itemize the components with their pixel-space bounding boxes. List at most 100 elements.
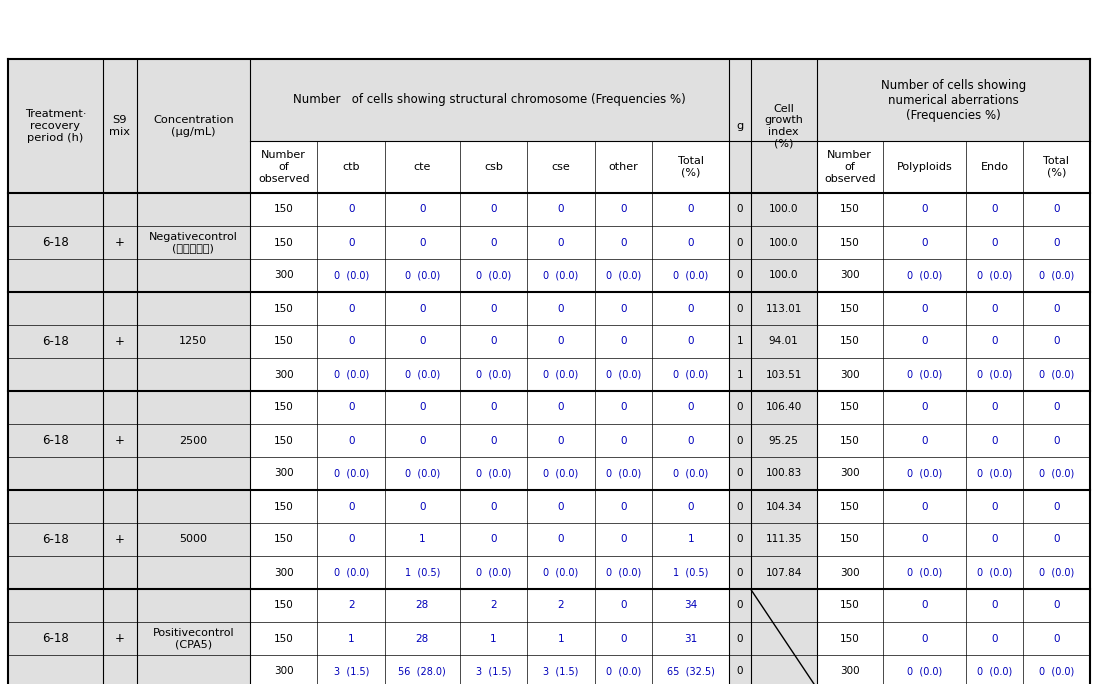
Text: 0: 0	[490, 337, 497, 347]
Text: +: +	[115, 533, 125, 546]
Bar	[250, 358, 1090, 391]
Text: g: g	[736, 121, 744, 131]
Text: 0: 0	[992, 534, 998, 544]
Text: 0: 0	[737, 666, 743, 676]
Text: 2500: 2500	[179, 436, 207, 445]
Text: 0: 0	[921, 633, 928, 644]
Text: 0: 0	[620, 237, 626, 248]
Text: 0: 0	[921, 237, 928, 248]
Text: 0: 0	[348, 237, 354, 248]
Text: 1: 1	[490, 633, 497, 644]
Text: Total
(%): Total (%)	[678, 156, 703, 178]
Text: 150: 150	[840, 501, 860, 512]
Text: csb: csb	[484, 162, 502, 172]
Text: Total
(%): Total (%)	[1043, 156, 1070, 178]
Text: other: other	[609, 162, 638, 172]
Bar	[750, 358, 816, 391]
Text: 0: 0	[557, 205, 564, 215]
Text: 0: 0	[620, 337, 626, 347]
Text: 0: 0	[557, 501, 564, 512]
Text: 28: 28	[416, 601, 429, 611]
Text: 0: 0	[737, 568, 743, 577]
Text: 3  (1.5): 3 (1.5)	[333, 666, 369, 676]
Text: 0: 0	[737, 501, 743, 512]
Text: 0: 0	[688, 237, 694, 248]
Text: 0  (0.0): 0 (0.0)	[543, 568, 578, 577]
Text: 0  (0.0): 0 (0.0)	[1039, 369, 1074, 380]
Bar	[730, 424, 750, 457]
Bar	[250, 523, 1090, 556]
Text: 150: 150	[274, 436, 294, 445]
Text: Treatment·
recovery
period (h): Treatment· recovery period (h)	[24, 109, 87, 142]
Bar	[250, 59, 750, 141]
Text: Number
of
observed: Number of observed	[258, 150, 309, 183]
Text: 2: 2	[348, 601, 354, 611]
Text: 0  (0.0): 0 (0.0)	[333, 469, 369, 479]
Bar	[250, 622, 1090, 655]
Text: 300: 300	[840, 369, 860, 380]
Bar	[730, 655, 750, 684]
Text: 0  (0.0): 0 (0.0)	[543, 469, 578, 479]
Text: 0: 0	[737, 270, 743, 280]
Text: 0: 0	[1053, 633, 1060, 644]
Text: 0: 0	[1053, 337, 1060, 347]
Text: 150: 150	[274, 304, 294, 313]
Text: 0  (0.0): 0 (0.0)	[476, 568, 511, 577]
Text: 300: 300	[840, 469, 860, 479]
Text: 0: 0	[620, 601, 626, 611]
Text: 0: 0	[737, 402, 743, 412]
Text: cse: cse	[552, 162, 570, 172]
Text: +: +	[115, 632, 125, 645]
Text: 150: 150	[840, 534, 860, 544]
Text: 5000: 5000	[179, 534, 207, 544]
Text: 0: 0	[490, 436, 497, 445]
Text: 6-18: 6-18	[42, 434, 69, 447]
Bar	[250, 391, 1090, 424]
Text: 1: 1	[736, 369, 744, 380]
Text: 0: 0	[557, 304, 564, 313]
Text: 0: 0	[1053, 205, 1060, 215]
Bar	[250, 457, 1090, 490]
Bar	[750, 589, 816, 622]
Text: 0: 0	[490, 402, 497, 412]
Text: 0: 0	[992, 337, 998, 347]
Bar	[250, 226, 1090, 259]
Text: 1  (0.5): 1 (0.5)	[672, 568, 709, 577]
Bar	[250, 226, 1090, 259]
Text: 0: 0	[688, 436, 694, 445]
Bar	[730, 292, 750, 325]
Text: 0: 0	[557, 402, 564, 412]
Text: Positivecontrol
(CPA5): Positivecontrol (CPA5)	[152, 628, 234, 649]
Bar	[730, 141, 750, 193]
Bar	[750, 622, 816, 655]
Text: 0  (0.0): 0 (0.0)	[405, 469, 440, 479]
Bar	[750, 457, 816, 490]
Text: 0: 0	[992, 633, 998, 644]
Text: 150: 150	[274, 237, 294, 248]
Text: 1: 1	[688, 534, 694, 544]
Bar	[750, 141, 816, 193]
Text: 0: 0	[557, 237, 564, 248]
Text: 0: 0	[620, 436, 626, 445]
Text: 0: 0	[348, 205, 354, 215]
Text: 0: 0	[688, 337, 694, 347]
Text: Cell
growth
index
(%): Cell growth index (%)	[765, 103, 803, 148]
Text: 0  (0.0): 0 (0.0)	[543, 369, 578, 380]
Text: 150: 150	[274, 534, 294, 544]
Text: 0: 0	[992, 601, 998, 611]
Text: 0: 0	[921, 601, 928, 611]
Text: 150: 150	[840, 436, 860, 445]
Text: 100.0: 100.0	[769, 237, 799, 248]
Text: Polyploids: Polyploids	[896, 162, 952, 172]
Bar	[250, 424, 1090, 457]
Text: 1  (0.5): 1 (0.5)	[405, 568, 440, 577]
Text: 0: 0	[921, 534, 928, 544]
Text: 300: 300	[274, 369, 294, 380]
Text: 0: 0	[557, 436, 564, 445]
Bar	[250, 424, 1090, 457]
Text: 0: 0	[992, 304, 998, 313]
Bar	[250, 457, 1090, 490]
Text: 0: 0	[688, 402, 694, 412]
Text: 0  (0.0): 0 (0.0)	[476, 469, 511, 479]
Bar	[250, 325, 1090, 358]
